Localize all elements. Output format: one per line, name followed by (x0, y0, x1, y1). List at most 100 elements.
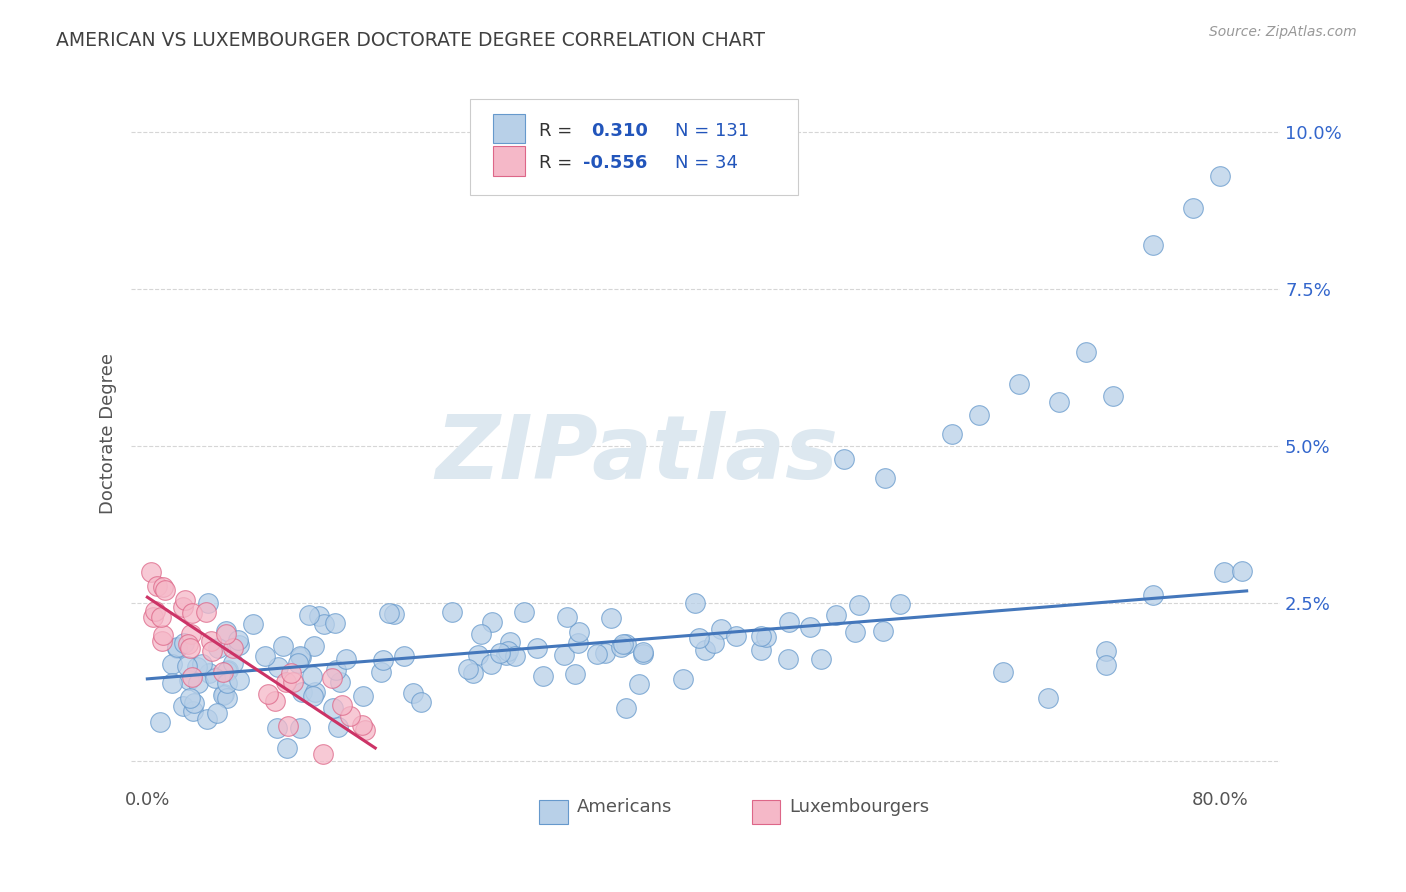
Point (308, 608, 330, 623)
Text: Americans: Americans (576, 797, 672, 816)
FancyBboxPatch shape (494, 113, 526, 143)
Point (799, 620, 821, 634)
Point (179, 640, 201, 655)
Point (323, 615, 346, 630)
Point (513, 606, 536, 620)
Point (215, 676, 238, 690)
Point (195, 605, 218, 619)
Point (329, 675, 352, 690)
Point (872, 624, 894, 638)
Point (778, 615, 800, 629)
Point (749, 643, 772, 657)
Point (479, 657, 502, 672)
Point (411, 695, 433, 709)
Point (142, 609, 165, 624)
Point (257, 687, 280, 701)
Point (873, 471, 896, 485)
Point (271, 639, 294, 653)
Point (941, 426, 963, 441)
Point (495, 648, 517, 662)
Point (212, 688, 235, 702)
Point (1142, 238, 1164, 252)
Point (215, 624, 238, 639)
Point (755, 630, 778, 644)
Point (191, 657, 214, 672)
Point (599, 611, 621, 625)
Point (489, 646, 512, 660)
Point (1209, 169, 1232, 183)
Point (526, 640, 548, 655)
Point (312, 616, 335, 631)
Point (585, 647, 607, 661)
Point (1095, 657, 1118, 672)
Point (226, 632, 249, 647)
Point (166, 640, 188, 655)
Point (703, 636, 725, 650)
FancyBboxPatch shape (470, 100, 797, 194)
Point (221, 641, 243, 656)
Point (724, 629, 747, 643)
Point (263, 694, 285, 708)
Point (631, 645, 654, 659)
Point (152, 628, 174, 642)
Point (146, 579, 169, 593)
Point (749, 629, 772, 643)
Point (470, 627, 492, 641)
Point (267, 659, 290, 673)
Point (568, 624, 591, 639)
Point (339, 709, 361, 723)
Point (1047, 395, 1070, 409)
Text: 0.310: 0.310 (591, 122, 648, 140)
Point (609, 640, 631, 654)
Point (176, 636, 198, 650)
Point (844, 624, 866, 639)
Point (593, 646, 616, 660)
Point (166, 640, 188, 655)
Point (352, 690, 374, 704)
Point (321, 671, 343, 685)
Point (197, 712, 219, 726)
Point (253, 649, 276, 664)
Point (160, 676, 183, 690)
Point (332, 698, 354, 712)
FancyBboxPatch shape (538, 800, 568, 824)
Point (290, 650, 312, 665)
Point (496, 644, 519, 658)
FancyBboxPatch shape (494, 146, 526, 176)
Point (463, 666, 485, 681)
Point (288, 721, 311, 735)
Point (174, 593, 197, 607)
Text: R =: R = (538, 154, 572, 172)
Point (627, 677, 650, 691)
Point (172, 698, 194, 713)
Point (353, 723, 375, 737)
Point (204, 671, 226, 685)
Point (553, 648, 575, 663)
Point (228, 638, 250, 652)
Point (481, 615, 503, 630)
Point (325, 663, 347, 677)
Point (207, 641, 229, 656)
Point (1074, 345, 1097, 359)
Point (401, 686, 423, 700)
Point (197, 595, 219, 609)
Point (200, 644, 222, 658)
Point (215, 665, 238, 679)
Point (335, 652, 357, 666)
Point (1142, 588, 1164, 602)
Point (143, 604, 166, 618)
Point (672, 672, 695, 686)
Point (162, 657, 184, 671)
Point (1230, 565, 1253, 579)
Point (967, 408, 990, 422)
Point (276, 741, 298, 756)
Point (179, 691, 201, 706)
Text: -0.556: -0.556 (582, 154, 647, 172)
Point (889, 597, 911, 611)
Y-axis label: Doctorate Degree: Doctorate Degree (100, 353, 117, 515)
Point (152, 580, 174, 594)
Text: N = 34: N = 34 (675, 154, 738, 172)
Point (441, 605, 464, 619)
FancyBboxPatch shape (752, 800, 780, 824)
Point (614, 700, 637, 714)
